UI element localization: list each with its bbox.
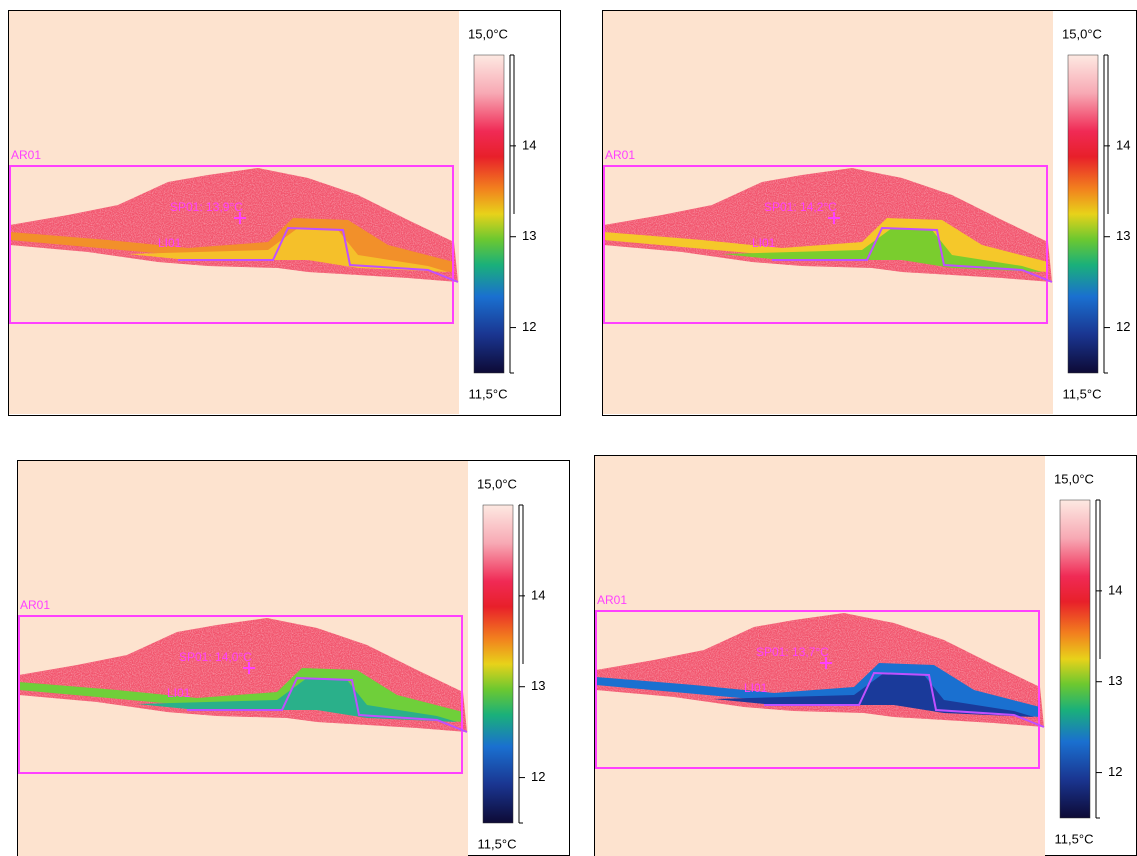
scale-tick-label: 14 [522,137,536,152]
scale-tick-label: 13 [1116,228,1130,243]
profile-line [764,671,1045,728]
cold-region [128,228,448,272]
area-box [18,615,463,774]
line-label: LI01 [752,236,776,250]
color-bar [1067,54,1099,374]
cold-region [714,673,1034,717]
area-label: AR01 [11,148,41,162]
scale-min-label: 11,5°C [478,836,517,851]
area-box [595,610,1040,769]
line-label: LI01 [744,681,768,695]
cold-region [137,678,457,722]
thermal-panel: AR01 LI01 SP01: 14,0°C 15,0°C 11,5°C 14 13 12 [17,460,570,856]
scale-tick-label: 13 [531,678,545,693]
scale-tick-label: 12 [1108,764,1122,779]
color-bar [473,54,505,374]
spot-marker [234,212,246,224]
scale-tick-label: 12 [522,319,536,334]
scale-tick-label: 12 [531,769,545,784]
spot-marker [828,212,840,224]
thermal-panel: AR01 LI01 SP01: 13,7°C 15,0°C 11,5°C 14 13 12 [594,455,1137,856]
profile-line [178,226,459,283]
scale-tick-label: 13 [522,228,536,243]
scale-tick-label: 14 [531,587,545,602]
area-box [603,165,1048,324]
cold-region [722,228,1042,272]
color-bar [482,504,514,824]
thermal-panel: AR01 LI01 SP01: 13,9°C 15,0°C 11,5°C 14 13 12 [8,10,561,416]
area-label: AR01 [20,598,50,612]
spot-label: SP01: 14,2°C [764,200,837,214]
line-label: LI01 [167,686,191,700]
profile-line [772,226,1053,283]
scale-max-label: 15,0°C [1054,471,1094,486]
color-bar [1059,499,1091,819]
area-label: AR01 [605,148,635,162]
spot-marker [820,657,832,669]
spot-marker [243,662,255,674]
spot-label: SP01: 13,9°C [170,200,243,214]
scale-tick-label: 12 [1116,319,1130,334]
scale-max-label: 15,0°C [468,26,508,41]
area-box [9,165,454,324]
scale-tick-label: 14 [1108,582,1122,597]
scale-tick-label: 13 [1108,673,1122,688]
scale-min-label: 11,5°C [1055,831,1094,846]
profile-line [187,676,468,733]
scale-min-label: 11,5°C [469,386,508,401]
spot-label: SP01: 13,7°C [756,645,829,659]
scale-tick-label: 14 [1116,137,1130,152]
line-label: LI01 [158,236,182,250]
area-label: AR01 [597,593,627,607]
scale-min-label: 11,5°C [1063,386,1102,401]
scale-max-label: 15,0°C [477,476,517,491]
thermal-panel: AR01 LI01 SP01: 14,2°C 15,0°C 11,5°C 14 13 12 [602,10,1137,416]
spot-label: SP01: 14,0°C [179,650,252,664]
scale-max-label: 15,0°C [1062,26,1102,41]
